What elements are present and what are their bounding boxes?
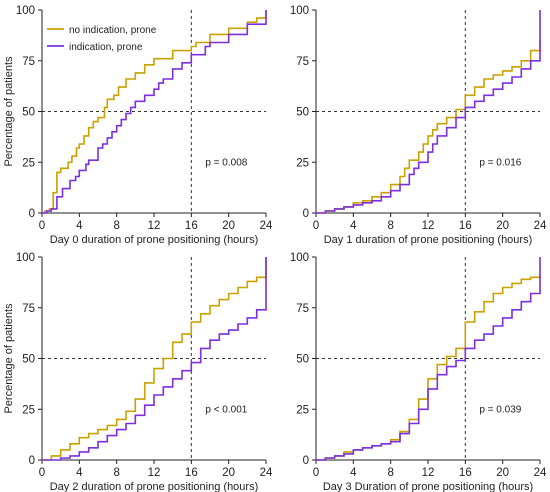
y-tick-label: 75 (22, 56, 35, 68)
p-value-annotation: p = 0.008 (205, 158, 247, 169)
x-tick-label: 20 (222, 220, 235, 232)
x-tick-label: 24 (534, 467, 547, 479)
p-value-annotation: p < 0.001 (205, 405, 247, 416)
legend-label: no indication, prone (69, 25, 157, 36)
y-axis-title: Percentage of patients (3, 303, 15, 414)
x-tick-label: 8 (113, 220, 119, 232)
series-line-no-indication (316, 40, 541, 214)
x-tick-label: 4 (350, 220, 357, 232)
legend: no indication, prone indication, prone (47, 25, 157, 53)
y-tick-label: 0 (303, 455, 309, 467)
x-axis-title: Day 0 duration of prone positioning (hou… (50, 234, 259, 246)
y-tick-label: 0 (303, 208, 309, 220)
x-tick-label: 16 (459, 467, 472, 479)
y-tick-label: 100 (290, 5, 309, 17)
x-tick-label: 24 (260, 467, 273, 479)
x-tick-label: 20 (496, 220, 509, 232)
x-tick-label: 16 (459, 220, 472, 232)
x-tick-label: 0 (313, 220, 319, 232)
y-tick-label: 100 (16, 5, 35, 17)
series-line-indication (316, 10, 541, 214)
y-tick-label: 75 (22, 303, 35, 315)
x-tick-label: 12 (422, 467, 435, 479)
x-tick-label: 8 (387, 467, 393, 479)
y-tick-label: 25 (296, 157, 309, 169)
x-axis-title: Day 2 duration of prone positioning (hou… (50, 481, 259, 492)
series-line-no-indication (316, 275, 541, 461)
x-tick-label: 24 (260, 220, 273, 232)
series-line-indication (42, 257, 267, 461)
y-tick-label: 50 (296, 107, 309, 119)
chart-panel-3: 0 25 50 75 100 0 4 8 12 16 20 24 p < 0.001 Day 2 dura… (3, 252, 273, 492)
y-tick-label: 50 (22, 354, 35, 366)
x-tick-label: 0 (313, 467, 319, 479)
series-line-indication (42, 10, 267, 214)
y-tick-label: 0 (29, 455, 35, 467)
y-axis-title: Percentage of patients (3, 56, 15, 167)
x-tick-label: 4 (76, 467, 83, 479)
x-tick-label: 12 (422, 220, 435, 232)
x-tick-label: 20 (222, 467, 235, 479)
x-tick-label: 20 (496, 467, 509, 479)
chart-panel-2: 0 25 50 75 100 0 4 8 12 16 20 24 p = 0.016 Day 1 dura… (290, 5, 547, 246)
x-axis-title: Day 1 duration of prone positioning (hou… (324, 234, 533, 246)
y-tick-label: 0 (29, 208, 35, 220)
x-tick-label: 8 (113, 467, 119, 479)
x-tick-label: 12 (148, 220, 161, 232)
y-tick-label: 25 (296, 404, 309, 416)
series-line-indication (316, 257, 541, 461)
x-tick-label: 0 (39, 467, 45, 479)
y-tick-label: 75 (296, 56, 309, 68)
y-tick-label: 75 (296, 303, 309, 315)
series-line-no-indication (42, 10, 267, 214)
x-tick-label: 4 (350, 467, 357, 479)
y-tick-label: 100 (16, 252, 35, 264)
x-tick-label: 16 (185, 467, 198, 479)
p-value-annotation: p = 0.016 (479, 158, 521, 169)
y-tick-label: 50 (296, 354, 309, 366)
y-tick-label: 25 (22, 157, 35, 169)
x-tick-label: 12 (148, 467, 161, 479)
series-line-no-indication (42, 257, 267, 461)
y-tick-label: 100 (290, 252, 309, 264)
x-tick-label: 8 (387, 220, 393, 232)
p-value-annotation: p = 0.039 (479, 405, 521, 416)
x-tick-label: 4 (76, 220, 83, 232)
chart-panel-1: 0 25 50 75 100 0 4 8 12 16 20 24 p = 0.008 Day 0 dura… (3, 5, 273, 246)
x-tick-label: 24 (534, 220, 547, 232)
y-tick-label: 50 (22, 107, 35, 119)
y-tick-label: 25 (22, 404, 35, 416)
legend-label: indication, prone (69, 42, 143, 53)
x-tick-label: 0 (39, 220, 45, 232)
chart-panel-4: 0 25 50 75 100 0 4 8 12 16 20 24 p = 0.039 Day 3 Dura… (290, 252, 547, 492)
x-axis-title: Day 3 Duration of prone positioning (hou… (323, 481, 533, 492)
x-tick-label: 16 (185, 220, 198, 232)
